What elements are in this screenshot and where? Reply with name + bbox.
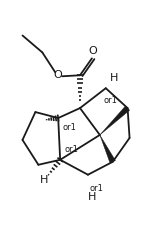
Text: or1: or1: [90, 184, 104, 193]
Text: H: H: [88, 191, 96, 202]
Text: or1: or1: [64, 145, 78, 154]
Text: H: H: [109, 73, 118, 83]
Polygon shape: [100, 135, 115, 163]
Text: O: O: [88, 46, 97, 57]
Text: H: H: [40, 175, 48, 185]
Text: O: O: [54, 70, 63, 80]
Text: or1: or1: [62, 124, 76, 132]
Polygon shape: [100, 106, 130, 135]
Text: or1: or1: [104, 96, 118, 105]
